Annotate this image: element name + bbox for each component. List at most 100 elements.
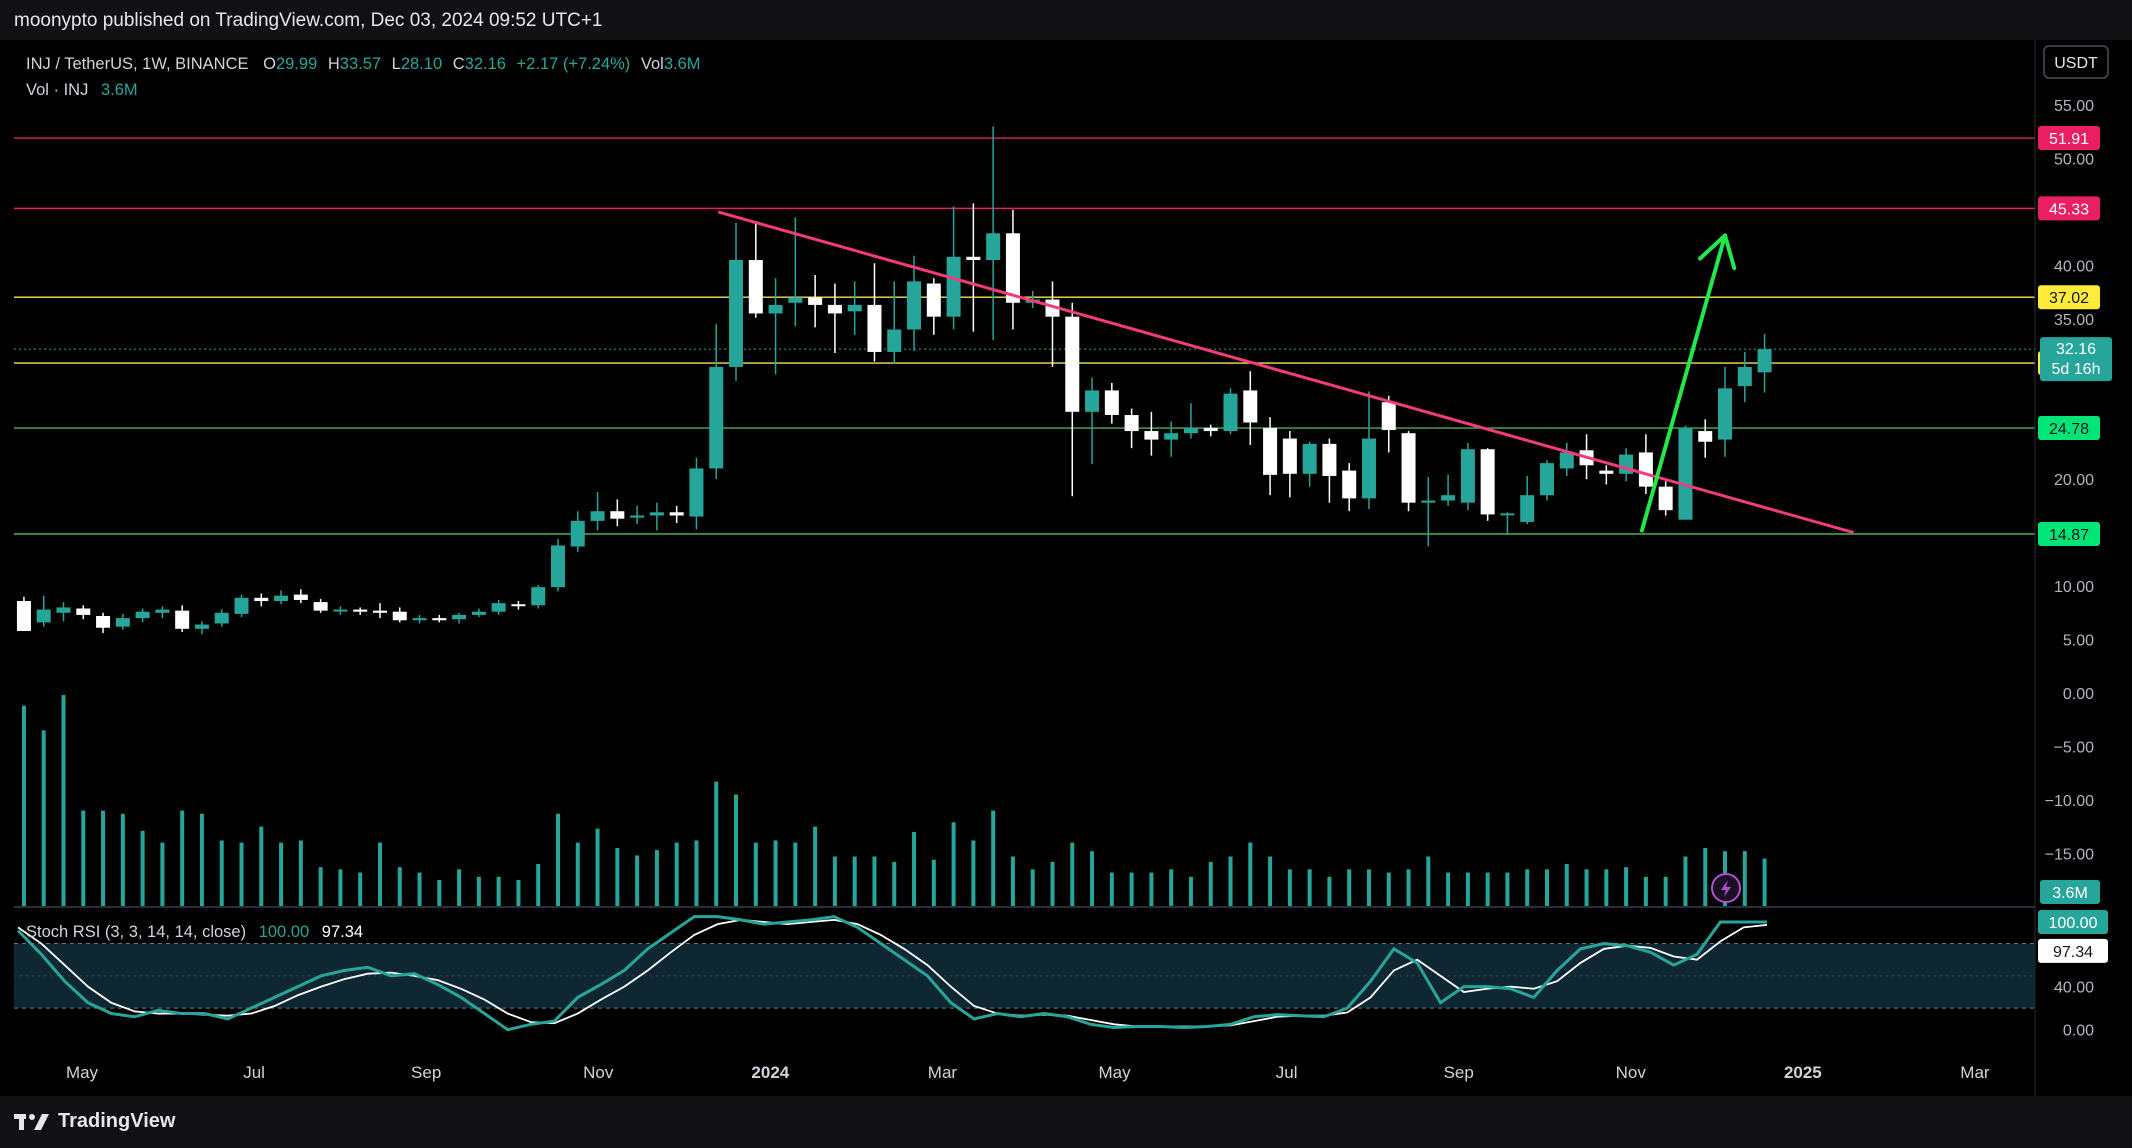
candle-body[interactable] [274,595,289,602]
candle-body[interactable] [1401,433,1416,503]
candle-body[interactable] [56,607,71,613]
currency-button[interactable]: USDT [2043,45,2109,79]
candle-body[interactable] [768,304,783,314]
candle-body[interactable] [1085,390,1100,412]
candle-body[interactable] [808,297,823,305]
candle-body[interactable] [1203,427,1218,432]
candle-body[interactable] [1599,470,1614,474]
candle-body[interactable] [550,545,565,588]
candle-body[interactable] [689,468,704,517]
candle-body[interactable] [1638,452,1653,487]
candle-body[interactable] [669,512,684,516]
candle-body[interactable] [709,366,724,469]
candle-body[interactable] [471,611,486,615]
candle-body[interactable] [788,297,803,303]
candle-body[interactable] [1539,463,1554,496]
candle-body[interactable] [1342,470,1357,499]
candle-body[interactable] [649,512,664,516]
volume-legend[interactable]: Vol · INJ 3.6M [26,81,138,99]
candle-body[interactable] [531,587,546,606]
candle-body[interactable] [155,609,170,613]
candle-body[interactable] [1144,431,1159,440]
candle-body[interactable] [907,281,922,330]
candle-body[interactable] [986,233,1001,261]
candle-body[interactable] [610,511,625,519]
candle-body[interactable] [1183,427,1198,434]
candle-body[interactable] [847,304,862,312]
candle-body[interactable] [16,601,31,631]
volume-bar [180,810,185,906]
candle-body[interactable] [96,615,111,628]
candle-body[interactable] [827,304,842,314]
candle-body[interactable] [1658,486,1673,511]
candle-body[interactable] [1302,443,1317,474]
candle-body[interactable] [1718,388,1733,440]
candle-body[interactable] [115,618,130,627]
volume-bar [437,880,442,906]
candle-body[interactable] [1282,438,1297,474]
stoch-rsi-legend[interactable]: Stoch RSI (3, 3, 14, 14, close) 100.00 9… [26,923,363,941]
candle-body[interactable] [372,610,387,613]
candle-body[interactable] [36,609,51,623]
candle-body[interactable] [1381,402,1396,430]
candle-body[interactable] [1223,393,1238,432]
candle-body[interactable] [1104,390,1119,416]
candle-body[interactable] [76,608,91,615]
stoch-rsi-axis[interactable]: 40.00 0.00 [2054,980,2094,1040]
candle-body[interactable] [1065,316,1080,412]
candle-body[interactable] [630,515,645,518]
lightning-icon[interactable] [1711,873,1741,903]
candle-body[interactable] [1243,390,1258,423]
candle-body[interactable] [392,611,407,621]
candle-body[interactable] [1263,427,1278,475]
candle-body[interactable] [353,609,368,612]
candle-body[interactable] [175,610,190,629]
candle-body[interactable] [729,260,744,367]
candle-body[interactable] [1460,449,1475,503]
candle-body[interactable] [1678,427,1693,520]
candle-body[interactable] [1164,433,1179,440]
candle-body[interactable] [1322,443,1337,476]
candle-body[interactable] [1480,449,1495,515]
candle-body[interactable] [333,609,348,612]
candle-body[interactable] [452,614,467,620]
candle-body[interactable] [491,603,506,612]
candle-body[interactable] [1757,349,1772,373]
stoch-rsi-d-line [17,918,1768,1028]
candle-body[interactable] [1737,366,1752,387]
candle-body[interactable] [293,594,308,600]
candle-body[interactable] [1559,452,1574,469]
candle-body[interactable] [313,602,328,611]
candle-body[interactable] [1005,233,1020,303]
bullish-arrow[interactable] [1639,233,1737,533]
candles-layer[interactable] [16,126,1772,635]
descending-trendline[interactable] [717,210,1854,535]
candle-body[interactable] [748,260,763,314]
candle-body[interactable] [254,597,269,602]
time-axis[interactable]: May Jul Sep Nov 2024 Mar May Jul Sep Nov 2025 Mar [66,1063,1990,1082]
candle-body[interactable] [412,618,427,621]
candle-body[interactable] [570,520,585,547]
candle-body[interactable] [590,511,605,521]
candle-body[interactable] [1421,500,1436,503]
candle-body[interactable] [1124,415,1139,432]
candle-body[interactable] [1520,495,1535,522]
candle-body[interactable] [887,329,902,352]
candle-body[interactable] [1698,431,1713,442]
candle-body[interactable] [194,624,209,629]
candle-body[interactable] [926,283,941,317]
candle-body[interactable] [867,304,882,352]
candle-body[interactable] [1500,513,1515,516]
candle-body[interactable] [234,597,249,614]
candle-body[interactable] [1441,495,1456,501]
tradingview-brand[interactable]: TradingView [14,1110,175,1133]
candle-body[interactable] [135,611,150,619]
candle-body[interactable] [946,256,961,317]
chart-area[interactable]: 55.0050.0045.0040.0035.0030.0025.0020.00… [0,40,2132,1096]
candle-body[interactable] [966,256,981,261]
candle-body[interactable] [511,604,526,607]
candle-body[interactable] [432,618,447,621]
symbol-legend[interactable]: INJ / TetherUS, 1W, BINANCE O29.99 H33.5… [26,55,701,73]
candle-body[interactable] [214,612,229,624]
candle-body[interactable] [1361,438,1376,499]
